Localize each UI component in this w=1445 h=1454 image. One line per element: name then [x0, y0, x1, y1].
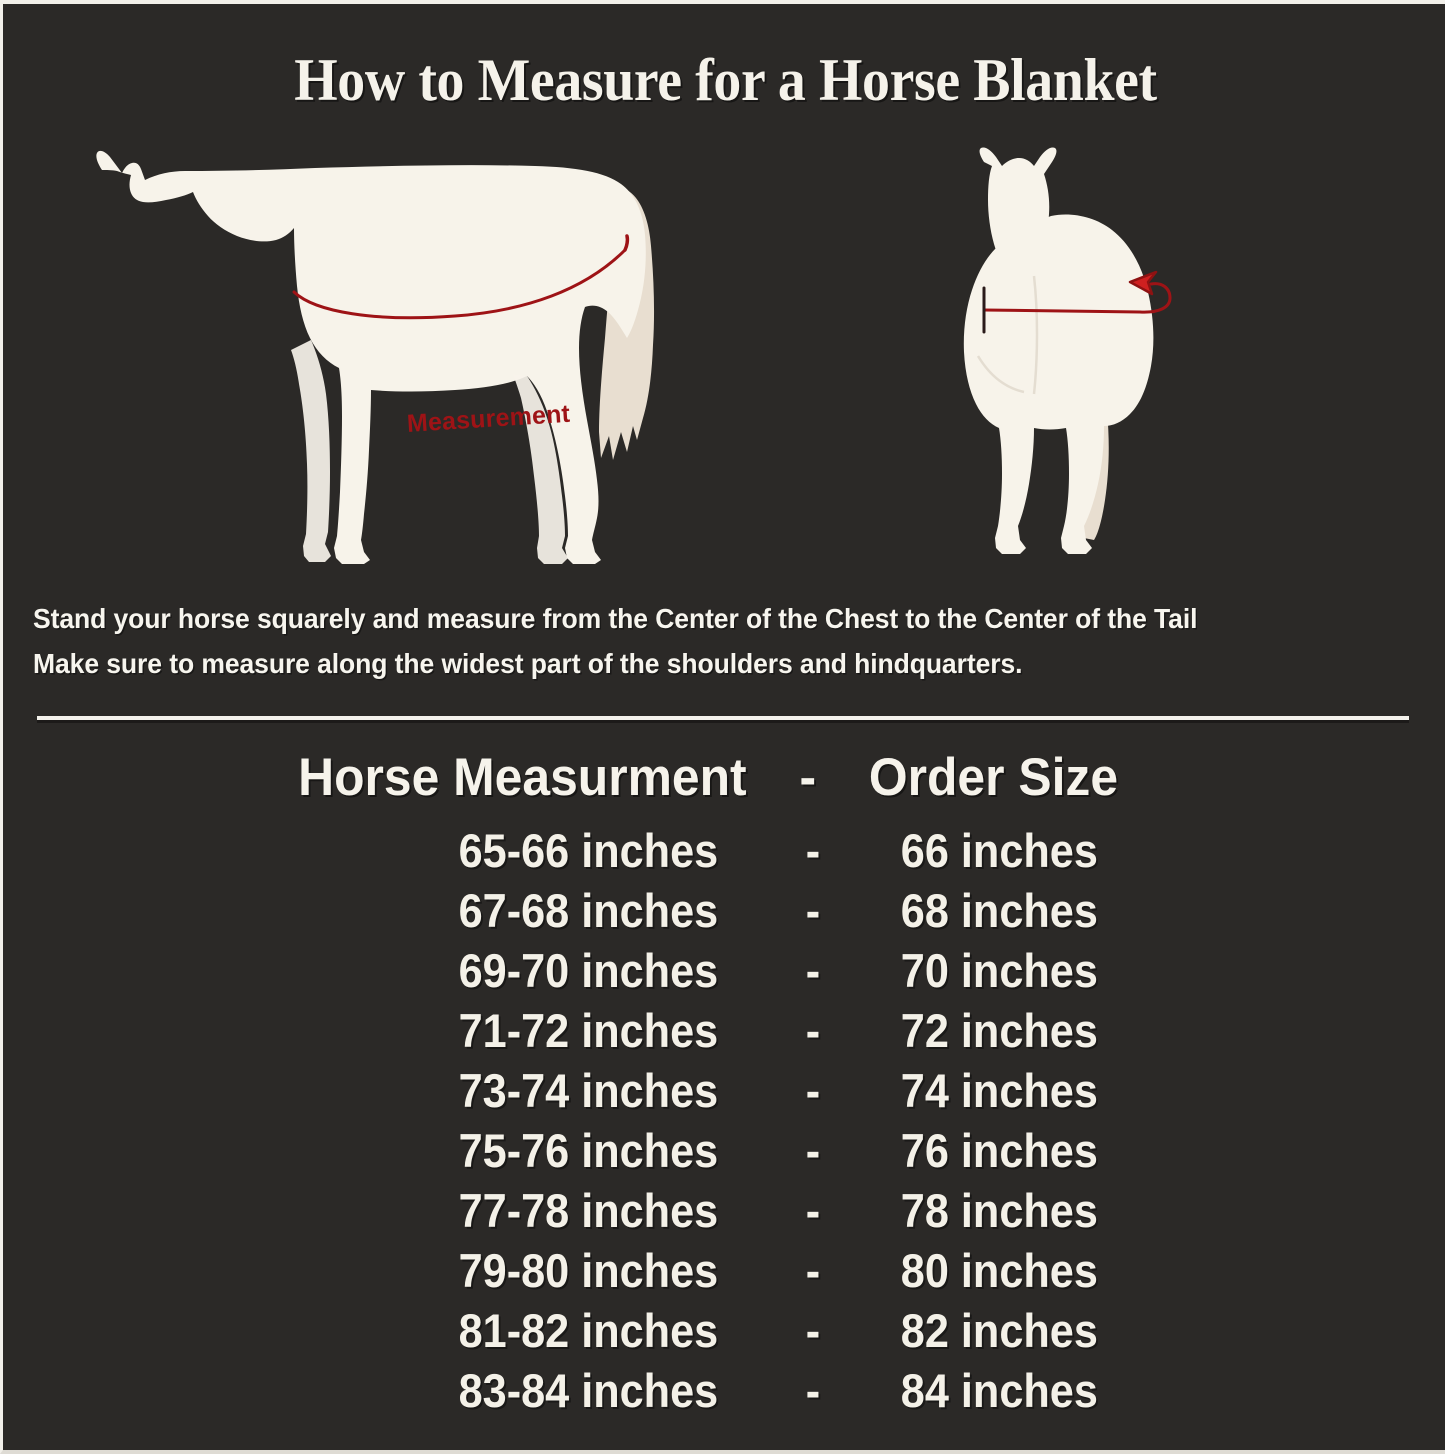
cell-order-size: 82 inches	[900, 1304, 1098, 1357]
page-title: How to Measure for a Horse Blanket	[294, 47, 1157, 113]
cell-order-size: 68 inches	[900, 884, 1098, 937]
table-row: 67-68 inches - 68 inches	[3, 881, 1445, 941]
table-row: 79-80 inches - 80 inches	[3, 1241, 1445, 1301]
horse-rear-contour2-icon	[976, 355, 1025, 394]
cell-separator: -	[805, 944, 821, 997]
table-row: 69-70 inches - 70 inches	[3, 941, 1445, 1001]
cell-measurement: 81-82 inches	[458, 1304, 719, 1357]
cell-measurement: 83-84 inches	[458, 1364, 719, 1417]
cell-measurement: 77-78 inches	[458, 1184, 719, 1237]
horse-rear-view	[908, 144, 1228, 569]
cell-separator: -	[805, 1004, 821, 1057]
horse-side-body-icon	[96, 150, 646, 565]
measurement-tick-icon	[623, 234, 630, 252]
measurement-arrow-curve-icon	[1149, 282, 1172, 300]
cell-order-size: 84 inches	[900, 1364, 1098, 1417]
table-row: 75-76 inches - 76 inches	[3, 1121, 1445, 1181]
cell-order-size: 66 inches	[900, 824, 1098, 877]
horse-side-view: Measurement	[65, 140, 685, 570]
table-header-row: Horse Measurment - Order Size	[46, 739, 1404, 821]
table-row: 71-72 inches - 72 inches	[3, 1001, 1445, 1061]
instruction-line-1: Stand your horse squarely and measure fr…	[33, 603, 1198, 634]
cell-measurement: 67-68 inches	[458, 884, 719, 937]
measurement-line-icon	[292, 248, 627, 320]
cell-measurement: 65-66 inches	[458, 824, 719, 877]
cell-separator: -	[805, 824, 821, 877]
cell-separator: -	[805, 1184, 821, 1237]
horse-side-far-hind-leg-icon	[513, 374, 568, 564]
cell-order-size: 80 inches	[900, 1244, 1098, 1297]
table-row: 73-74 inches - 74 inches	[3, 1061, 1445, 1121]
cell-separator: -	[805, 1244, 821, 1297]
table-row: 77-78 inches - 78 inches	[3, 1181, 1445, 1241]
header-order-size: Order Size	[868, 748, 1119, 807]
size-chart-table: Horse Measurment - Order Size 65-66 inch…	[3, 739, 1445, 1421]
cell-measurement: 73-74 inches	[458, 1064, 719, 1117]
cell-measurement: 71-72 inches	[458, 1004, 719, 1057]
cell-order-size: 78 inches	[900, 1184, 1098, 1237]
table-row: 65-66 inches - 66 inches	[3, 821, 1445, 881]
cell-order-size: 74 inches	[900, 1064, 1098, 1117]
cell-separator: -	[805, 884, 821, 937]
table-row: 81-82 inches - 82 inches	[3, 1301, 1445, 1361]
cell-separator: -	[805, 1364, 821, 1417]
cell-separator: -	[805, 1064, 821, 1117]
cell-measurement: 79-80 inches	[458, 1244, 719, 1297]
cell-order-size: 70 inches	[900, 944, 1098, 997]
horse-side-far-front-leg-icon	[291, 340, 331, 562]
cell-order-size: 76 inches	[900, 1124, 1098, 1177]
header-separator: -	[799, 748, 817, 807]
diagram-area: Measurement	[3, 132, 1445, 582]
instruction-line-2: Make sure to measure along the widest pa…	[33, 648, 1023, 679]
cell-order-size: 72 inches	[900, 1004, 1098, 1057]
cell-measurement: 69-70 inches	[458, 944, 719, 997]
cell-separator: -	[805, 1304, 821, 1357]
measurement-arrow-line-icon	[982, 296, 1172, 314]
table-row: 83-84 inches - 84 inches	[3, 1361, 1445, 1421]
horse-rear-contour-icon	[1032, 275, 1039, 395]
instructions-text: Stand your horse squarely and measure fr…	[33, 596, 1374, 686]
cell-separator: -	[805, 1124, 821, 1177]
header-measurement: Horse Measurment	[298, 748, 747, 807]
measurement-arrowhead-icon	[1128, 270, 1158, 296]
divider	[37, 716, 1409, 720]
cell-measurement: 75-76 inches	[458, 1124, 719, 1177]
horse-rear-body-icon	[963, 214, 1154, 554]
